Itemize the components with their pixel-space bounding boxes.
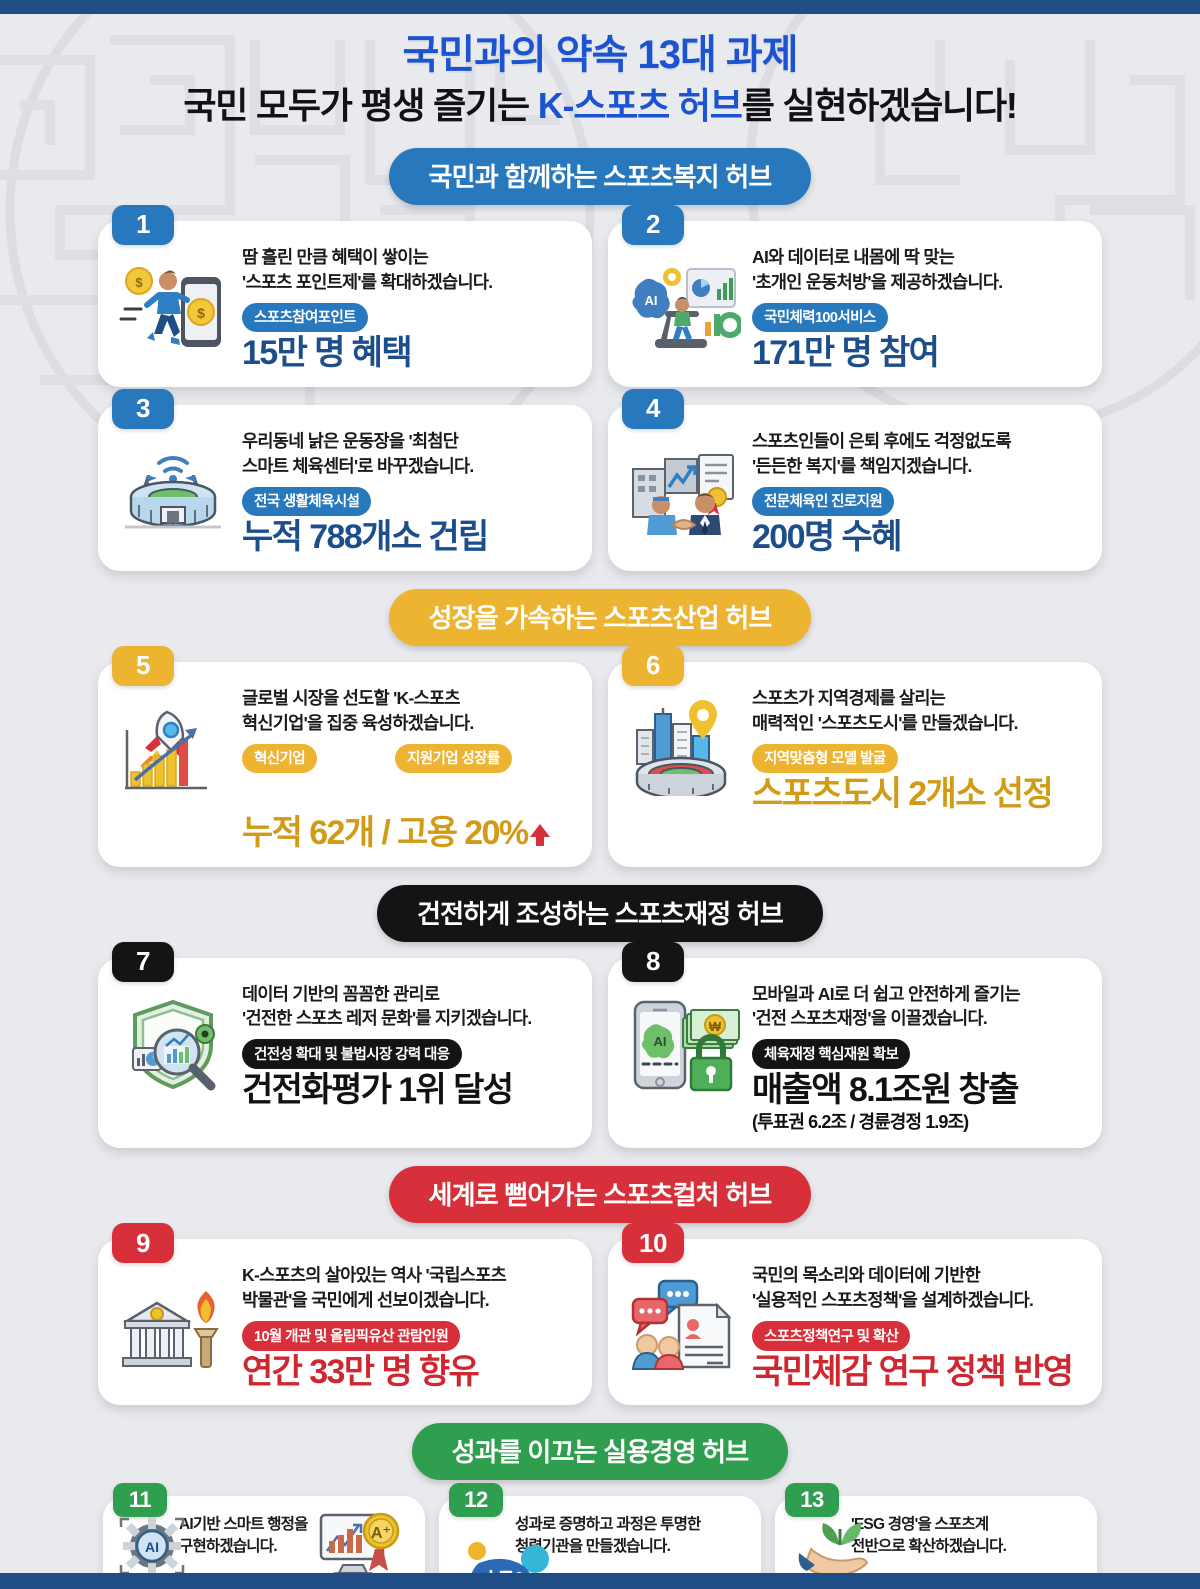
smart-stadium-wifi-icon — [114, 425, 232, 539]
card-tag: 혁신기업 — [242, 743, 317, 774]
card-grid-finance: 7 — [0, 941, 1200, 1149]
card-value-text: 누적 62개 / 고용 20% — [242, 813, 529, 852]
card-number-badge: 9 — [112, 1223, 174, 1264]
runner-phone-coin-icon: $ $ — [114, 241, 232, 355]
title-line-2-pre: 국민 모두가 평생 즐기는 — [183, 85, 538, 127]
task-card-3[interactable]: 3 — [98, 388, 592, 571]
card-tag: 스포츠정책연구 및 확산 — [752, 1321, 911, 1351]
museum-torch-icon — [114, 1259, 232, 1373]
sports-city-stadium-pin-icon — [624, 682, 742, 796]
card-tag-secondary: 지원기업 성장률 — [394, 743, 512, 774]
card-value: 200명 수혜 — [752, 518, 902, 557]
svg-text:AI: AI — [645, 293, 658, 308]
section-finance: 건전하게 조성하는 스포츠재정 허브 7 — [0, 884, 1200, 1149]
svg-text:$: $ — [135, 275, 143, 290]
svg-text:$: $ — [197, 305, 205, 321]
card-number-badge: 7 — [112, 941, 174, 982]
task-card-9[interactable]: 9 — [98, 1223, 592, 1406]
card-tag: 전국 생활체육시설 — [242, 486, 372, 517]
card-tag: 국민체력100서비스 — [752, 302, 888, 333]
task-card-7[interactable]: 7 — [98, 941, 592, 1149]
card-description: 국민의 목소리와 데이터에 기반한 '실용적인 스포츠정책'을 설계하겠습니다. — [752, 1265, 1034, 1311]
card-description: 스포츠가 지역경제를 살리는 매력적인 '스포츠도시'를 만들겠습니다. — [752, 687, 1019, 733]
card-description: K-스포츠의 살아있는 역사 '국립스포츠 박물관'을 국민에게 선보이겠습니다… — [242, 1265, 507, 1311]
card-tag: 건전성 확대 및 불법시장 강력 대응 — [242, 1039, 462, 1069]
poster-title: 국민과의 약속 13대 과제 국민 모두가 평생 즐기는 K-스포츠 허브를 실… — [0, 0, 1200, 130]
section-culture: 세계로 뻗어가는 스포츠컬처 허브 9 — [0, 1166, 1200, 1406]
card-description: 스포츠인들이 은퇴 후에도 걱정없도록 '든든한 복지'를 책임지겠습니다. — [752, 430, 1012, 476]
card-grid-industry: 5 — [0, 645, 1200, 867]
section-pill-culture: 세계로 뻗어가는 스포츠컬처 허브 — [388, 1166, 812, 1224]
title-line-1: 국민과의 약속 13대 과제 — [402, 33, 798, 77]
svg-text:A⁺: A⁺ — [371, 1525, 391, 1542]
svg-text:AI: AI — [654, 1034, 667, 1049]
card-value: 스포츠도시 2개소 선정 — [752, 775, 1054, 814]
shield-magnifier-chart-icon — [114, 978, 232, 1092]
task-card-10[interactable]: 10 — [608, 1223, 1102, 1406]
card-value: 건전화평가 1위 달성 — [242, 1070, 514, 1109]
section-pill-finance: 건전하게 조성하는 스포츠재정 허브 — [376, 884, 824, 942]
card-number-badge: 10 — [622, 1223, 684, 1264]
card-number-badge: 8 — [622, 941, 684, 982]
card-number-badge: 2 — [622, 204, 684, 245]
card-number-badge: 6 — [622, 645, 684, 686]
handshake-certificate-icon — [624, 425, 742, 539]
section-pill-welfare: 국민과 함께하는 스포츠복지 허브 — [388, 147, 812, 205]
card-tag: 지역맞춤형 모델 발굴 — [752, 743, 898, 774]
task-card-8[interactable]: 8 AI — [608, 941, 1102, 1149]
card-description: AI와 데이터로 내몸에 딱 맞는 '초개인 운동처방'을 제공하겠습니다. — [752, 246, 1003, 292]
card-tag: 전문체육인 진로지원 — [752, 486, 895, 517]
card-value: 국민체감 연구 정책 반영 — [752, 1352, 1074, 1391]
card-value: 누적 788개소 건립 — [242, 518, 489, 557]
card-value: 누적 62개 / 고용 20% — [242, 775, 576, 853]
card-value: 연간 33만 명 향유 — [242, 1352, 480, 1391]
card-description: 모바일과 AI로 더 쉽고 안전하게 즐기는 '건전 스포츠재정'을 이끌겠습니… — [752, 983, 1021, 1029]
section-heading-welfare: 국민과 함께하는 스포츠복지 허브 — [0, 147, 1200, 205]
section-heading-management: 성과를 이끄는 실용경영 허브 — [0, 1423, 1200, 1481]
card-description: 땀 흘린 만큼 혜택이 쌓이는 '스포츠 포인트제'를 확대하겠습니다. — [242, 246, 493, 292]
section-heading-finance: 건전하게 조성하는 스포츠재정 허브 — [0, 884, 1200, 942]
task-card-1[interactable]: 1 $ $ — [98, 204, 592, 387]
card-number-badge: 5 — [112, 645, 174, 686]
section-industry: 성장을 가속하는 스포츠산업 허브 5 — [0, 588, 1200, 867]
task-card-4[interactable]: 4 — [608, 388, 1102, 571]
top-accent-bar — [0, 0, 1200, 14]
card-number-badge: 1 — [112, 204, 174, 245]
card-number-badge: 3 — [112, 388, 174, 429]
card-tag: 10월 개관 및 올림픽유산 관람인원 — [242, 1321, 461, 1351]
card-description: 글로벌 시장을 선도할 'K-스포츠 혁신기업'을 집중 육성하겠습니다. — [242, 687, 474, 733]
card-value: 171만 명 참여 — [752, 334, 940, 373]
rocket-growth-chart-icon — [114, 682, 232, 796]
up-arrow-icon — [529, 823, 550, 846]
card-number-badge: 12 — [449, 1483, 503, 1518]
card-grid-culture: 9 — [0, 1223, 1200, 1406]
card-description: 데이터 기반의 꼼꼼한 관리로 '건전한 스포츠 레저 문화'를 지키겠습니다. — [242, 983, 532, 1029]
bottom-accent-bar — [0, 1573, 1200, 1589]
speech-bubbles-document-icon — [624, 1259, 742, 1373]
title-line-2-highlight: K-스포츠 허브 — [537, 85, 743, 127]
svg-text:₩: ₩ — [709, 1019, 722, 1034]
card-description: 우리동네 낡은 운동장을 '최첨단 스마트 체육센터'로 바꾸겠습니다. — [242, 430, 474, 476]
card-value: 매출액 8.1조원 창출 — [752, 1070, 1020, 1109]
task-card-2[interactable]: 2 AI — [608, 204, 1102, 387]
card-tag: 스포츠참여포인트 — [242, 302, 368, 333]
card-subvalue: (투표권 6.2조 / 경륜경정 1.9조) — [752, 1112, 969, 1133]
section-welfare: 국민과 함께하는 스포츠복지 허브 1 $ — [0, 147, 1200, 571]
task-card-5[interactable]: 5 — [98, 645, 592, 867]
title-line-2-post: 를 실현하겠습니다! — [741, 85, 1018, 127]
mobile-ai-money-lock-icon: AI ₩ — [624, 978, 742, 1092]
card-value: 15만 명 혜택 — [242, 334, 413, 373]
card-grid-welfare: 1 $ $ — [0, 204, 1200, 571]
section-heading-industry: 성장을 가속하는 스포츠산업 허브 — [0, 588, 1200, 646]
card-number-badge: 4 — [622, 388, 684, 429]
section-heading-culture: 세계로 뻗어가는 스포츠컬처 허브 — [0, 1166, 1200, 1224]
card-tag: 체육재정 핵심재원 확보 — [752, 1039, 911, 1069]
section-management: 성과를 이끄는 실용경영 허브 11 AI기반 스마트 행정을 구현하겠습니다. — [0, 1423, 1200, 1589]
section-pill-industry: 성장을 가속하는 스포츠산업 허브 — [388, 588, 812, 646]
task-card-6[interactable]: 6 — [608, 645, 1102, 867]
section-pill-management: 성과를 이끄는 실용경영 허브 — [411, 1423, 789, 1481]
title-line-2: 국민 모두가 평생 즐기는 K-스포츠 허브를 실현하겠습니다! — [0, 83, 1200, 130]
ai-treadmill-chart-icon: AI — [624, 241, 742, 355]
